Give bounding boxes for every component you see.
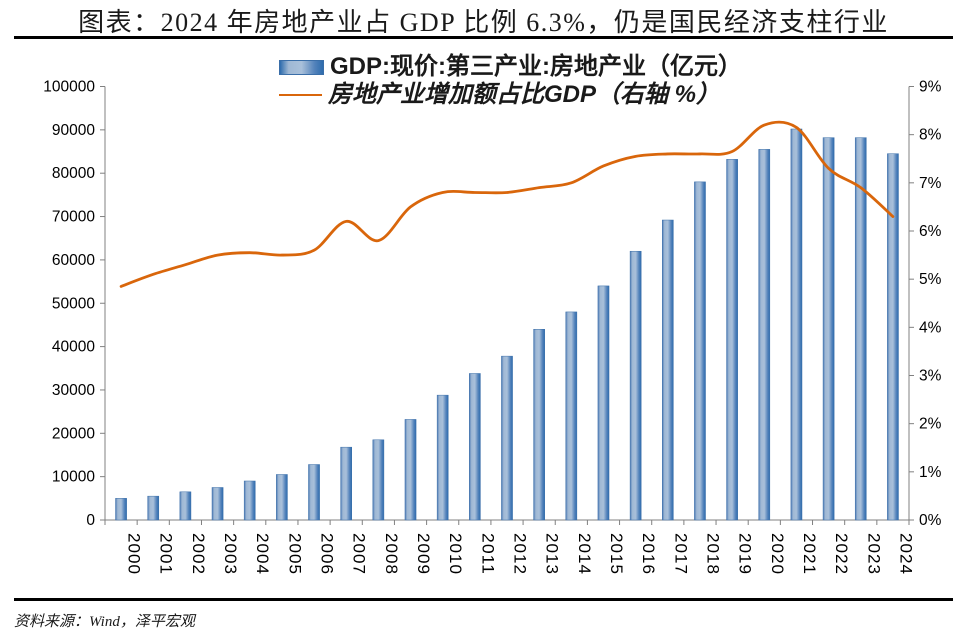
svg-text:30000: 30000 — [52, 382, 95, 399]
svg-text:9%: 9% — [919, 79, 942, 96]
svg-text:3%: 3% — [919, 368, 942, 385]
svg-text:2003: 2003 — [221, 533, 240, 575]
svg-text:2000: 2000 — [125, 533, 144, 575]
svg-text:2015: 2015 — [607, 533, 626, 575]
svg-text:7%: 7% — [919, 175, 942, 192]
svg-text:2011: 2011 — [478, 533, 497, 575]
svg-text:100000: 100000 — [43, 79, 95, 96]
svg-text:5%: 5% — [919, 271, 942, 288]
svg-text:2010: 2010 — [446, 533, 465, 575]
svg-text:2017: 2017 — [671, 533, 690, 575]
svg-text:80000: 80000 — [52, 165, 95, 182]
svg-text:0: 0 — [86, 512, 95, 529]
svg-text:4%: 4% — [919, 319, 942, 336]
svg-text:90000: 90000 — [52, 122, 95, 139]
svg-text:10000: 10000 — [52, 469, 95, 486]
svg-text:8%: 8% — [919, 127, 942, 144]
svg-text:2014: 2014 — [575, 533, 594, 575]
svg-text:1%: 1% — [919, 464, 942, 481]
svg-text:20000: 20000 — [52, 425, 95, 442]
svg-text:2004: 2004 — [253, 533, 272, 575]
svg-text:2007: 2007 — [350, 533, 369, 575]
svg-text:2023: 2023 — [864, 533, 883, 575]
svg-text:2002: 2002 — [189, 533, 208, 575]
svg-text:2016: 2016 — [639, 533, 658, 575]
svg-text:2020: 2020 — [768, 533, 787, 575]
svg-text:2012: 2012 — [511, 533, 530, 575]
svg-text:2019: 2019 — [736, 533, 755, 575]
svg-text:40000: 40000 — [52, 339, 95, 356]
svg-text:2009: 2009 — [414, 533, 433, 575]
svg-text:50000: 50000 — [52, 295, 95, 312]
svg-text:2005: 2005 — [285, 533, 304, 575]
svg-text:6%: 6% — [919, 223, 942, 240]
svg-text:2013: 2013 — [543, 533, 562, 575]
svg-text:2021: 2021 — [800, 533, 819, 575]
svg-text:2001: 2001 — [157, 533, 176, 575]
svg-text:0%: 0% — [919, 512, 942, 529]
svg-text:2024: 2024 — [896, 533, 915, 575]
svg-text:70000: 70000 — [52, 209, 95, 226]
svg-text:2%: 2% — [919, 416, 942, 433]
svg-text:2008: 2008 — [382, 533, 401, 575]
svg-text:2006: 2006 — [318, 533, 337, 575]
svg-text:2018: 2018 — [703, 533, 722, 575]
svg-text:2022: 2022 — [832, 533, 851, 575]
svg-text:60000: 60000 — [52, 252, 95, 269]
